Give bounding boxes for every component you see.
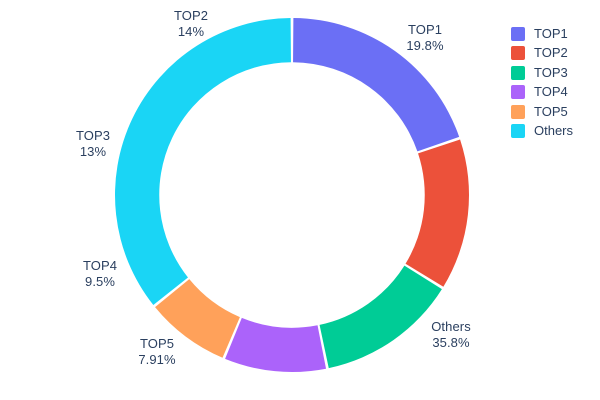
slice-label-top5-name: TOP5 — [139, 336, 175, 351]
chart-legend: TOP1 TOP2 TOP3 TOP4 TOP5 Others — [511, 24, 597, 141]
donut-slice-others[interactable] — [115, 18, 291, 305]
legend-item-top3[interactable]: TOP3 — [511, 63, 597, 83]
slice-label-top3: TOP3 13% — [51, 128, 135, 160]
slice-label-top2: TOP2 14% — [149, 8, 233, 40]
legend-item-top5[interactable]: TOP5 — [511, 102, 597, 122]
slice-label-top4-name: TOP4 — [82, 258, 118, 273]
slice-label-top4-value: 9.5% — [84, 274, 116, 289]
slice-label-top2-name: TOP2 — [173, 8, 209, 23]
slice-label-top1: TOP1 19.8% — [381, 22, 469, 54]
legend-swatch-icon — [511, 46, 525, 61]
legend-item-top4[interactable]: TOP4 — [511, 83, 597, 103]
donut-slice-top2[interactable] — [405, 139, 469, 287]
legend-item-label: TOP3 — [534, 64, 568, 80]
slice-label-top1-value: 19.8% — [406, 38, 444, 53]
legend-swatch-icon — [511, 124, 525, 139]
donut-slice-top4[interactable] — [225, 317, 327, 373]
legend-swatch-icon — [511, 65, 525, 80]
legend-item-label: TOP2 — [534, 45, 568, 61]
slice-label-others-name: Others — [431, 319, 471, 334]
slice-label-top2-value: 14% — [177, 24, 205, 39]
legend-item-label: TOP1 — [534, 25, 568, 41]
slice-label-others-value: 35.8% — [432, 335, 470, 350]
legend-item-others[interactable]: Others — [511, 122, 597, 142]
donut-slice-top5[interactable] — [155, 279, 240, 358]
donut-slice-top1[interactable] — [293, 18, 460, 152]
legend-swatch-icon — [511, 26, 525, 41]
slice-label-top3-value: 13% — [79, 144, 107, 159]
legend-item-top2[interactable]: TOP2 — [511, 44, 597, 64]
donut-slices-group — [115, 18, 469, 373]
slice-label-top4: TOP4 9.5% — [58, 258, 142, 290]
legend-swatch-icon — [511, 104, 525, 119]
slice-label-top1-name: TOP1 — [407, 22, 443, 37]
donut-slice-top3[interactable] — [319, 265, 442, 369]
slice-label-top3-name: TOP3 — [75, 128, 111, 143]
slice-label-top5: TOP5 7.91% — [113, 336, 201, 368]
legend-item-top1[interactable]: TOP1 — [511, 24, 597, 44]
slice-label-others: Others 35.8% — [406, 319, 496, 351]
legend-item-label: Others — [534, 123, 574, 139]
legend-swatch-icon — [511, 85, 525, 100]
slice-label-top5-value: 7.91% — [138, 352, 176, 367]
legend-item-label: TOP5 — [534, 103, 568, 119]
legend-item-label: TOP4 — [534, 84, 568, 100]
